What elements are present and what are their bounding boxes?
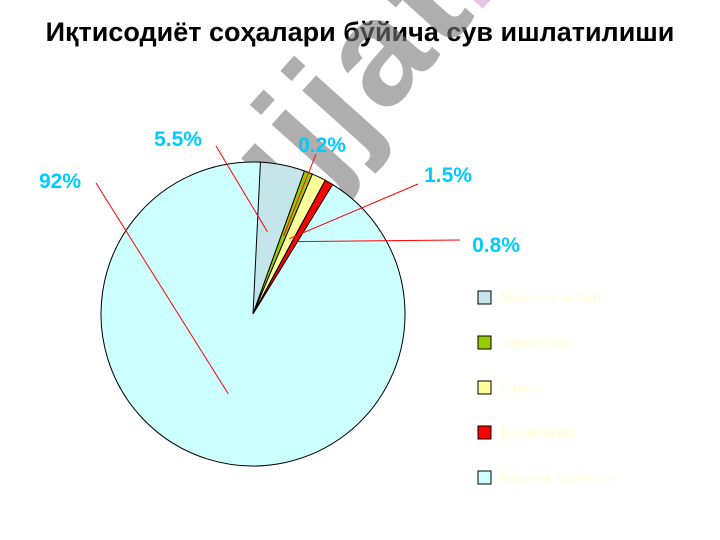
legend-label-5: Қишлоқ хўжалиги	[500, 470, 617, 486]
legend: Маиший хизмат Энергетика Саноат Балиқчилик Қ…	[477, 290, 617, 486]
legend-label-3: Саноат	[500, 380, 545, 396]
data-label-2: 0.2%	[298, 134, 346, 157]
legend-swatch-1	[477, 290, 492, 305]
pie-slices	[100, 161, 406, 467]
legend-swatch-4	[477, 425, 492, 440]
legend-swatch-2	[477, 335, 492, 350]
leader-line-4	[294, 239, 461, 243]
legend-label-1: Маиший хизмат	[500, 290, 603, 306]
chart-title: Иқтисодиёт соҳалари бўйича сув ишлатилиш…	[45, 17, 675, 47]
leader-line-2	[283, 153, 317, 237]
leader-line-1	[215, 145, 268, 232]
legend-swatch-5	[477, 470, 492, 485]
data-label-3: 1.5%	[424, 164, 472, 187]
data-labels: 5.5% 0.2% 1.5% 0.8% 92%	[39, 128, 520, 257]
data-label-5: 92%	[39, 170, 81, 193]
data-label-4: 0.8%	[472, 234, 520, 257]
legend-swatch-3	[477, 380, 492, 395]
leader-lines	[95, 145, 461, 395]
leader-line-3	[289, 183, 419, 240]
pie-slice-5	[100, 161, 406, 467]
legend-label-2: Энергетика	[500, 335, 573, 351]
legend-label-4: Балиқчилик	[500, 425, 577, 441]
data-label-1: 5.5%	[154, 128, 202, 151]
leader-line-5	[95, 182, 229, 395]
